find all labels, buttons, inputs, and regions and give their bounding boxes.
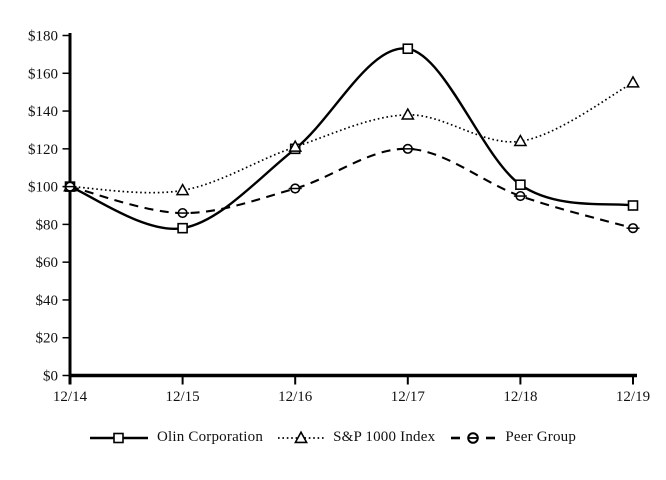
y-axis-tick-label: $80 — [36, 217, 59, 233]
chart-legend: Olin Corporation S&P 1000 Index Peer Gro… — [0, 429, 666, 446]
x-axis-tick-label: 12/14 — [53, 389, 88, 405]
legend-item-sp-1000-index: S&P 1000 Index — [278, 429, 435, 446]
dotted-line-triangle-marker-icon — [278, 430, 325, 443]
series-line-peer-group — [69, 147, 634, 230]
series-line-olin-corporation — [69, 47, 634, 231]
y-axis-tick-label: $180 — [28, 29, 58, 45]
legend-label: S&P 1000 Index — [333, 429, 436, 445]
solid-line-square-marker-icon — [89, 432, 148, 443]
legend-item-olin-corporation: Olin Corporation — [89, 429, 264, 446]
data-point-triangle-marker — [626, 75, 640, 88]
y-axis-tick-label: $0 — [43, 369, 58, 385]
dashed-line-circle-marker-icon — [451, 431, 496, 444]
y-axis-tick-label: $140 — [28, 104, 58, 120]
y-axis-tick-label: $20 — [36, 331, 59, 347]
legend-item-peer-group: Peer Group — [450, 429, 576, 446]
data-point-square-marker — [177, 222, 188, 234]
y-axis-tick-label: $100 — [28, 180, 58, 196]
data-point-square-marker — [627, 200, 639, 211]
data-point-square-marker — [515, 179, 526, 191]
data-point-triangle-marker — [175, 183, 190, 196]
x-axis-tick-label: 12/16 — [278, 389, 313, 405]
legend-label: Peer Group — [505, 429, 577, 445]
x-axis-tick-label: 12/15 — [166, 389, 200, 405]
plot-area: $0 $20 $40 $60 $80 $100 $120 $140 $160 $180 12/14 1… — [28, 29, 650, 406]
y-axis-tick-label: $40 — [36, 293, 59, 309]
legend-label: Olin Corporation — [156, 429, 264, 445]
data-point-triangle-marker — [288, 139, 303, 152]
x-axis-tick-label: 12/17 — [391, 389, 426, 405]
series-line-s-p-1000-index — [69, 81, 634, 194]
x-axis-tick-label: 12/19 — [616, 389, 650, 405]
data-point-triangle-marker — [400, 107, 415, 120]
x-axis-tick-label: 12/18 — [503, 389, 537, 405]
y-axis-tick-label: $60 — [36, 255, 59, 271]
y-axis-tick-label: $160 — [28, 66, 58, 82]
y-axis-tick-label: $120 — [28, 142, 58, 158]
data-point-square-marker — [402, 43, 414, 55]
data-point-triangle-marker — [513, 133, 528, 147]
